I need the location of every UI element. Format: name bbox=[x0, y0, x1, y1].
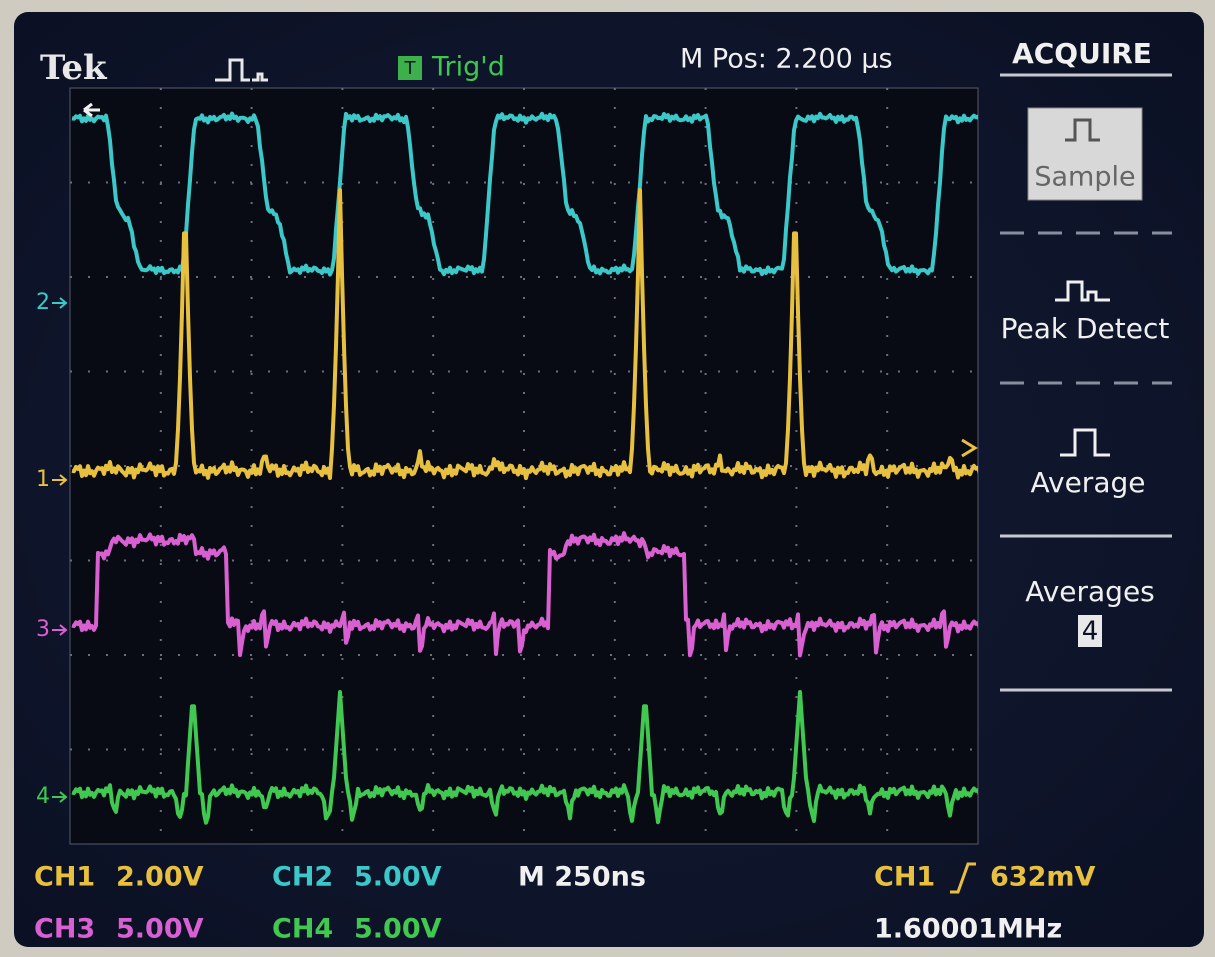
menu-option[interactable]: Average bbox=[1031, 466, 1146, 499]
ch1-marker: 1 bbox=[36, 467, 50, 492]
trigger-source: CH1 bbox=[874, 862, 935, 893]
ch1-label: CH1 bbox=[34, 862, 95, 893]
menu-option[interactable]: Peak Detect bbox=[1001, 312, 1170, 345]
position: M Pos: 2.200 μs bbox=[680, 44, 893, 75]
ch4-scale: 5.00V bbox=[354, 914, 442, 945]
menu-title: ACQUIRE bbox=[1012, 37, 1152, 70]
ch4-marker: 4 bbox=[36, 784, 50, 809]
trigger-status: Trig'd bbox=[431, 52, 505, 83]
trigger-level: 632mV bbox=[990, 862, 1095, 893]
ch2-scale: 5.00V bbox=[354, 862, 442, 893]
ch2-label: CH2 bbox=[272, 862, 333, 893]
timebase: M 250ns bbox=[518, 862, 646, 893]
page: Tek T Trig'd M Pos: 2.200 μs 2 1 3 4 ACQ… bbox=[0, 0, 1215, 957]
averages-value[interactable]: 4 bbox=[1082, 617, 1099, 647]
ch3-scale: 5.00V bbox=[116, 914, 204, 945]
ch3-label: CH3 bbox=[34, 914, 95, 945]
frequency: 1.60001MHz bbox=[874, 914, 1062, 945]
trigger-icon: T bbox=[404, 58, 417, 79]
oscilloscope-screen: Tek T Trig'd M Pos: 2.200 μs 2 1 3 4 ACQ… bbox=[0, 0, 1215, 957]
ch2-marker: 2 bbox=[36, 290, 50, 315]
averages-label: Averages bbox=[1025, 575, 1155, 608]
brand: Tek bbox=[40, 48, 108, 88]
menu-option[interactable]: Sample bbox=[1034, 162, 1135, 193]
ch4-label: CH4 bbox=[272, 914, 333, 945]
ch1-scale: 2.00V bbox=[116, 862, 204, 893]
ch3-marker: 3 bbox=[36, 617, 50, 642]
